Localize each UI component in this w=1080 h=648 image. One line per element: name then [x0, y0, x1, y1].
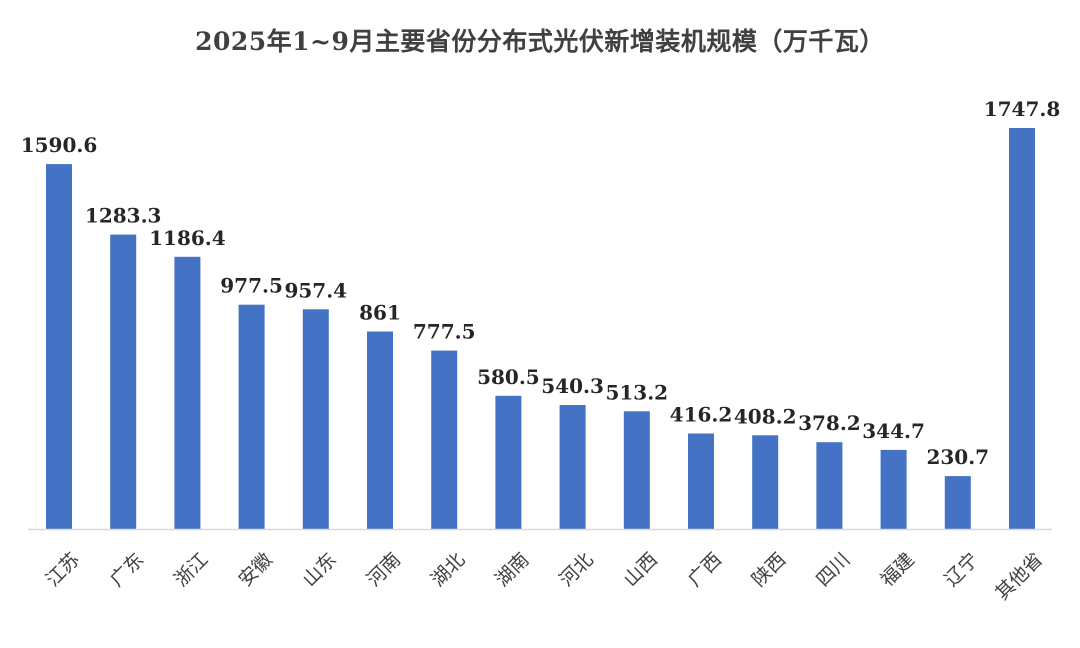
category-label-14: 辽宁 [941, 549, 983, 591]
bar-8 [559, 405, 586, 529]
category-label-1: 广东 [106, 549, 148, 591]
value-label-6: 777.5 [413, 320, 476, 344]
bar-14 [944, 476, 971, 529]
category-label-0: 江苏 [42, 549, 84, 591]
value-label-10: 416.2 [670, 403, 733, 427]
value-label-2: 1186.4 [149, 226, 226, 250]
value-label-12: 378.2 [798, 411, 861, 435]
value-label-5: 861 [359, 301, 401, 325]
category-label-2: 浙江 [170, 549, 212, 591]
category-label-15: 其他省 [991, 549, 1047, 605]
bar-12 [816, 442, 843, 529]
value-label-15: 1747.8 [984, 97, 1061, 121]
category-label-7: 湖南 [491, 549, 533, 591]
category-label-4: 山东 [299, 549, 341, 591]
value-label-14: 230.7 [926, 445, 989, 469]
bar-13 [880, 449, 907, 529]
bar-0 [46, 164, 72, 529]
category-label-9: 山西 [620, 549, 662, 591]
bar-3 [238, 304, 265, 529]
category-label-10: 广西 [684, 549, 726, 591]
bar-4 [302, 309, 329, 529]
chart-title: 2025年1~9月主要省份分布式光伏新增装机规模（万千瓦） [195, 27, 885, 56]
category-label-3: 安徽 [234, 549, 276, 591]
category-label-13: 福建 [876, 549, 918, 591]
value-label-11: 408.2 [734, 404, 797, 428]
value-label-0: 1590.6 [21, 133, 98, 157]
value-label-4: 957.4 [284, 278, 347, 302]
bar-6 [431, 350, 458, 529]
bar-15 [1009, 128, 1035, 529]
value-label-9: 513.2 [605, 380, 668, 404]
bar-10 [688, 433, 714, 529]
value-label-13: 344.7 [862, 419, 925, 443]
category-label-6: 湖北 [427, 549, 469, 591]
value-label-7: 580.5 [477, 365, 540, 389]
value-label-8: 540.3 [541, 374, 604, 398]
category-label-12: 四川 [812, 549, 854, 591]
value-label-3: 977.5 [220, 274, 283, 298]
category-label-5: 河南 [363, 549, 405, 591]
category-label-8: 河北 [555, 549, 597, 591]
bar-7 [495, 395, 522, 529]
bar-11 [752, 435, 779, 529]
value-label-1: 1283.3 [85, 204, 162, 228]
bar-9 [623, 411, 650, 529]
bar-2 [174, 256, 201, 529]
category-labels-group: 江苏 广东 浙江 安徽 山东 河南 湖北 湖南 河北 山西 广西 陕西 四川 福建 辽宁 其他省 [42, 549, 1047, 605]
bar-5 [367, 331, 393, 529]
bar-1 [110, 234, 137, 529]
bars-group [46, 128, 1035, 529]
category-label-11: 陕西 [748, 549, 790, 591]
